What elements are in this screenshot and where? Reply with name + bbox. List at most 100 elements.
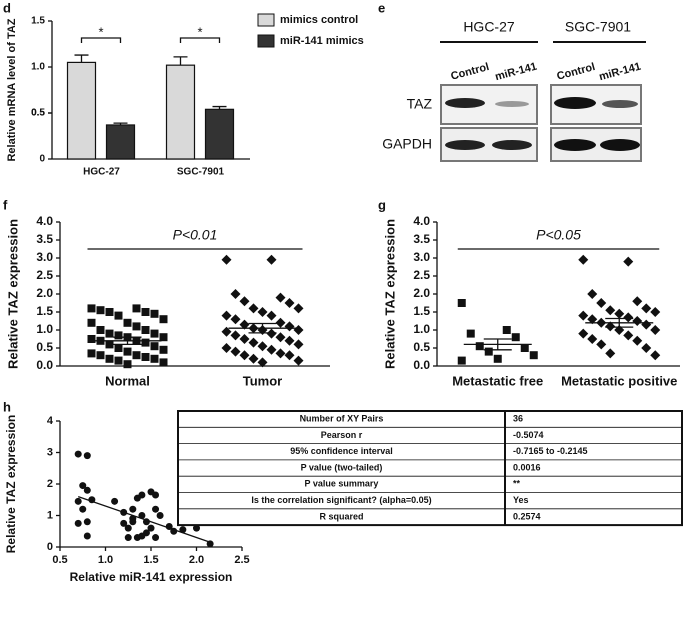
x-axis-label: Relative miR-141 expression xyxy=(70,570,233,584)
y-tick-label: 0.0 xyxy=(413,358,430,372)
y-tick-label: 4.0 xyxy=(413,214,430,228)
y-tick-label: 1.0 xyxy=(31,62,45,73)
p-value-label: P<0.05 xyxy=(536,227,581,243)
lane-label: miR-141 xyxy=(494,61,538,84)
y-tick-label: 0.5 xyxy=(31,108,45,119)
lane-label: miR-141 xyxy=(598,61,642,84)
data-point xyxy=(293,355,304,366)
legend-label: mimics control xyxy=(280,14,358,26)
x-tick-label: Metastatic positive xyxy=(561,373,677,388)
panel-letter: d xyxy=(3,0,11,15)
data-point xyxy=(248,303,259,314)
data-point xyxy=(293,303,304,314)
data-point xyxy=(152,505,160,513)
regression-line xyxy=(77,495,211,543)
data-point xyxy=(105,354,114,363)
error-bar xyxy=(113,122,128,125)
x-tick-label: SGC-7901 xyxy=(177,167,225,178)
y-tick-label: 1.0 xyxy=(36,322,53,336)
x-tick-label: Tumor xyxy=(243,373,282,388)
sem-bar xyxy=(483,338,512,351)
y-tick-label: 4.0 xyxy=(36,214,53,228)
data-point xyxy=(248,337,259,348)
data-point xyxy=(79,482,87,490)
table-cell: Number of XY Pairs xyxy=(300,414,384,424)
data-point xyxy=(587,334,598,344)
data-point xyxy=(141,338,150,347)
data-point xyxy=(623,330,634,341)
legend-swatch xyxy=(257,34,275,48)
data-point xyxy=(141,326,150,334)
y-tick-label: 3 xyxy=(47,446,53,458)
data-point xyxy=(502,326,511,334)
data-point xyxy=(632,316,643,326)
data-point xyxy=(152,534,160,542)
data-point xyxy=(641,319,652,330)
y-tick-label: 4 xyxy=(47,415,54,427)
panel-letter: g xyxy=(378,197,386,212)
data-point xyxy=(179,526,187,534)
data-point xyxy=(641,343,652,353)
data-point xyxy=(124,524,132,532)
y-axis-label: Relative mRNA level of TAZ xyxy=(6,18,18,161)
data-point xyxy=(596,339,607,350)
data-point xyxy=(221,310,232,321)
significance-bracket xyxy=(80,37,122,43)
data-point xyxy=(124,534,132,542)
data-point xyxy=(614,308,625,319)
data-point xyxy=(152,491,160,499)
data-point xyxy=(74,497,82,505)
data-point xyxy=(138,532,146,540)
data-point xyxy=(578,328,589,339)
table-border xyxy=(177,410,683,527)
data-point xyxy=(587,314,598,325)
y-tick-label: 1.0 xyxy=(413,322,430,336)
data-point xyxy=(520,344,529,352)
data-point xyxy=(578,254,589,265)
data-point xyxy=(159,358,168,367)
data-point xyxy=(114,344,123,352)
data-point xyxy=(605,321,616,332)
data-point xyxy=(87,335,96,343)
data-point xyxy=(150,342,159,351)
bar xyxy=(66,61,97,160)
y-axis-label: Relative TAZ expression xyxy=(4,415,18,554)
data-point xyxy=(83,452,91,460)
data-point xyxy=(275,332,286,343)
table-cell: P value summary xyxy=(305,479,379,489)
p-value-label: P<0.01 xyxy=(173,227,218,243)
y-axis-label: Relative TAZ expression xyxy=(5,219,20,369)
data-point xyxy=(275,317,286,328)
data-point xyxy=(221,254,232,265)
data-point xyxy=(129,505,137,513)
data-point xyxy=(623,256,634,267)
data-point xyxy=(284,350,295,361)
data-point xyxy=(141,308,150,316)
data-point xyxy=(87,318,96,327)
data-point xyxy=(111,497,119,505)
data-point xyxy=(83,518,91,526)
data-point xyxy=(96,351,105,360)
data-point xyxy=(457,356,466,365)
data-point xyxy=(221,326,232,337)
data-point xyxy=(156,512,164,519)
data-point xyxy=(529,351,538,360)
data-point xyxy=(105,308,114,316)
x-tick-label: 1.0 xyxy=(98,554,113,566)
bar xyxy=(165,64,196,160)
data-point xyxy=(193,524,200,532)
table-cell: P value (two-tailed) xyxy=(301,462,383,472)
cell-line: HGC-27 xyxy=(463,19,515,35)
data-point xyxy=(96,306,105,315)
data-point xyxy=(129,515,137,523)
data-point xyxy=(266,344,277,355)
data-point xyxy=(150,354,159,363)
x-tick-label: Normal xyxy=(105,373,150,388)
table-cell: 0.2574 xyxy=(513,511,541,521)
data-point xyxy=(284,321,295,332)
y-tick-label: 1.5 xyxy=(413,304,430,318)
data-point xyxy=(275,348,286,359)
data-point xyxy=(132,322,141,331)
data-point xyxy=(632,335,643,346)
data-point xyxy=(587,289,598,299)
